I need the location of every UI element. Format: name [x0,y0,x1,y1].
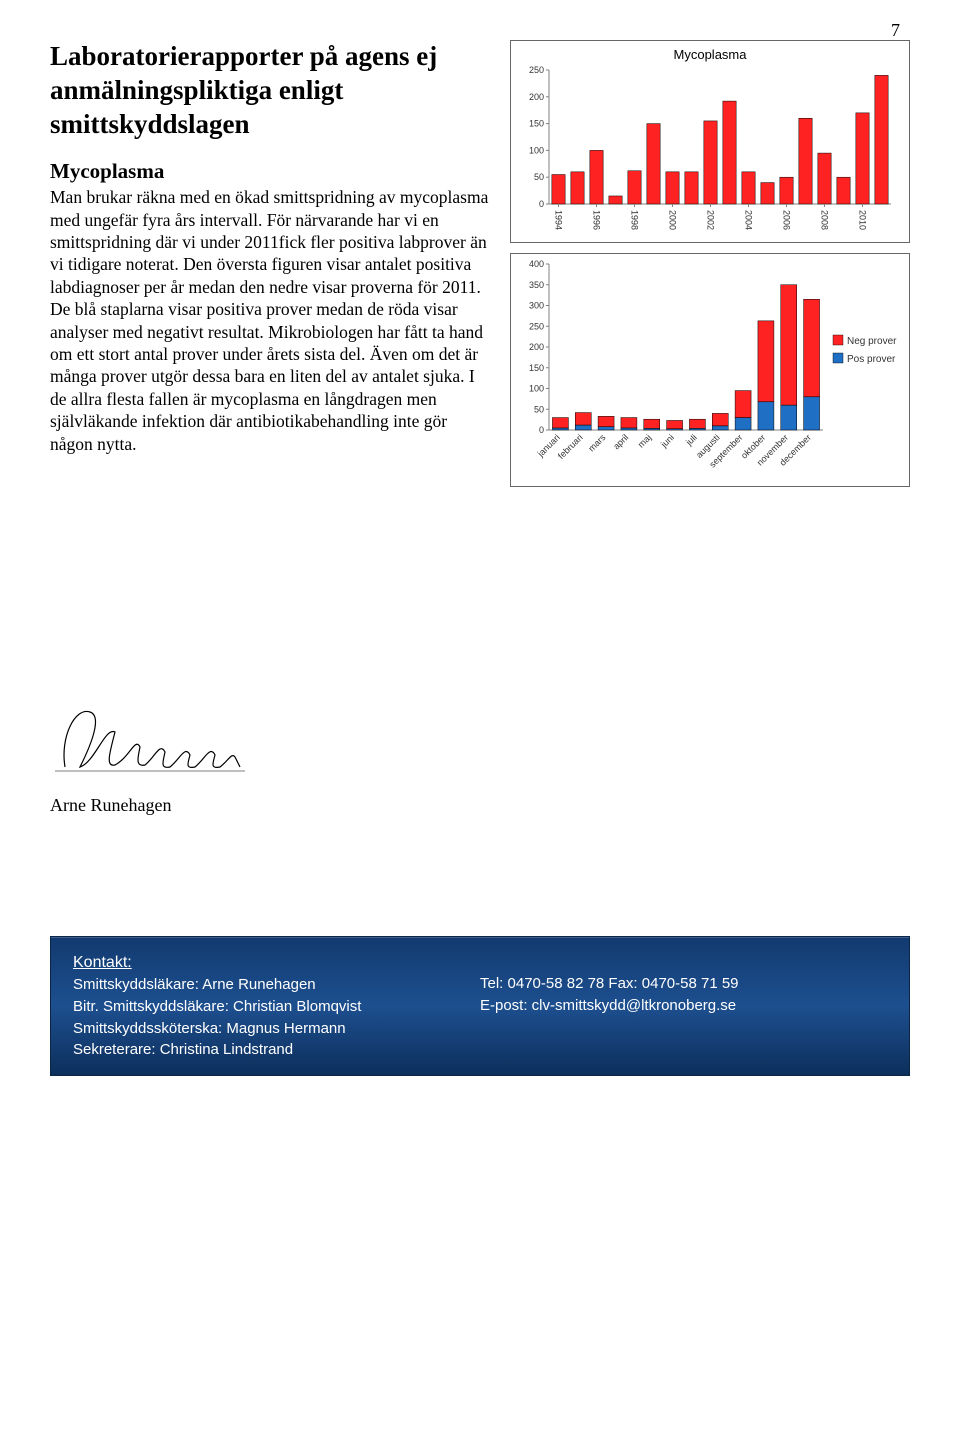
chart-2-svg: 050100150200250300350400januarifebruarim… [517,260,897,480]
svg-text:juli: juli [683,432,699,448]
chart-1-svg: 0 50 100 150 200 250 1994 1996 1998 2000 2002 2004 2… [517,66,897,236]
footer-left: Kontakt: Smittskyddsläkare: Arne Runehag… [73,951,480,1061]
signature-image [50,697,250,787]
svg-text:2004: 2004 [744,210,754,230]
chart-column: Mycoplasma 05010015020025019941996199820… [510,40,910,497]
svg-text:100: 100 [529,384,544,394]
footer-heading: Kontakt: [73,951,480,974]
sub-heading: Mycoplasma [50,159,490,184]
svg-text:februari: februari [556,432,585,461]
svg-text:Neg prover: Neg prover [847,336,897,347]
body-paragraph: Man brukar räkna med en ökad smittspridn… [50,186,490,455]
svg-text:100: 100 [529,145,544,155]
svg-text:mars: mars [586,432,608,454]
svg-text:400: 400 [529,260,544,269]
svg-text:maj: maj [636,432,653,449]
chart-1-box: Mycoplasma 0 50 100 150 200 250 1994 1996 1998 20… [510,40,910,243]
svg-text:50: 50 [534,172,544,182]
svg-text:2006: 2006 [782,210,792,230]
svg-text:250: 250 [529,321,544,331]
footer-left-line: Smittskyddsläkare: Arne Runehagen [73,974,480,996]
svg-text:2010: 2010 [858,210,868,230]
svg-text:2008: 2008 [820,210,830,230]
svg-text:2000: 2000 [668,210,678,230]
svg-text:0: 0 [539,199,544,209]
svg-text:50: 50 [534,404,544,414]
signature-name: Arne Runehagen [50,795,910,816]
footer-left-line: Bitr. Smittskyddsläkare: Christian Blomq… [73,996,480,1018]
svg-text:1996: 1996 [592,210,602,230]
text-column: Laboratorierapporter på agens ej anmälni… [50,40,490,497]
svg-text:1998: 1998 [630,210,640,230]
content-row: Laboratorierapporter på agens ej anmälni… [50,40,910,497]
chart-2-box: 050100150200250300350400januarifebruarim… [510,253,910,487]
svg-text:300: 300 [529,301,544,311]
svg-text:Pos prover: Pos prover [847,354,896,365]
footer-right: Tel: 0470-58 82 78 Fax: 0470-58 71 59 E-… [480,951,887,1061]
svg-text:250: 250 [529,66,544,75]
svg-text:150: 150 [529,363,544,373]
main-heading: Laboratorierapporter på agens ej anmälni… [50,40,490,141]
svg-text:350: 350 [529,280,544,290]
svg-text:juni: juni [658,432,676,450]
footer-left-line: Sekreterare: Christina Lindstrand [73,1039,480,1061]
svg-text:2002: 2002 [706,210,716,230]
svg-text:200: 200 [529,92,544,102]
contact-footer: Kontakt: Smittskyddsläkare: Arne Runehag… [50,936,910,1076]
svg-text:200: 200 [529,342,544,352]
chart-1-title: Mycoplasma [517,47,903,62]
footer-right-line: E-post: clv-smittskydd@ltkronoberg.se [480,995,887,1017]
footer-right-line: Tel: 0470-58 82 78 Fax: 0470-58 71 59 [480,973,887,995]
svg-text:150: 150 [529,119,544,129]
svg-text:0: 0 [539,425,544,435]
svg-text:april: april [611,432,630,451]
svg-text:1994: 1994 [554,210,564,230]
page-number: 7 [891,20,900,41]
footer-left-line: Smittskyddssköterska: Magnus Hermann [73,1018,480,1040]
signature-block: Arne Runehagen [50,697,910,816]
